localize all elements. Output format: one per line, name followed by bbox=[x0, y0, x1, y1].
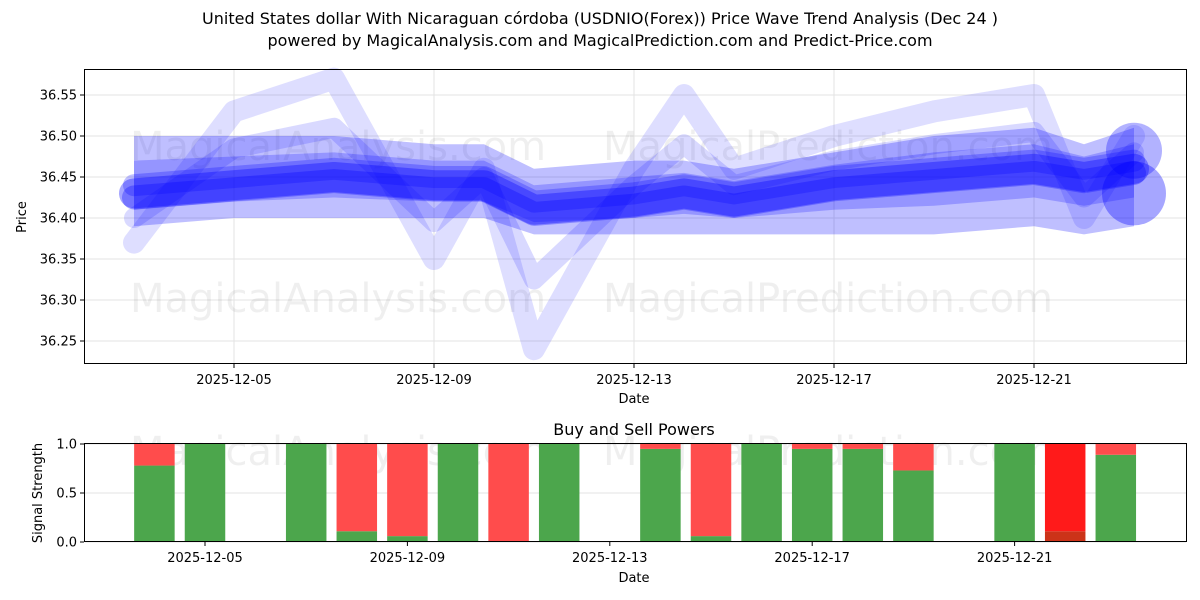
x-tick-label: 2025-12-13 bbox=[596, 373, 672, 388]
buy-sell-power-plot: Buy and Sell Powers MagicalAnalysis.comM… bbox=[31, 420, 1187, 586]
x-tick-label: 2025-12-17 bbox=[796, 373, 872, 388]
main-y-label: Price bbox=[15, 201, 30, 233]
y-tick-label: 36.40 bbox=[40, 212, 77, 227]
main-plot-frame bbox=[84, 69, 1187, 364]
signal-bar bbox=[336, 444, 378, 542]
sub-x-label: Date bbox=[618, 571, 649, 586]
main-watermarks: MagicalAnalysis.com MagicalAnalysis.com Ma… bbox=[130, 124, 1053, 322]
signal-bar bbox=[488, 444, 529, 542]
x-tick-label: 2025-12-13 bbox=[572, 551, 648, 566]
y-tick-label: 1.0 bbox=[56, 438, 77, 453]
chart-subtitle: powered by MagicalAnalysis.com and Magic… bbox=[267, 31, 933, 50]
signal-bar bbox=[690, 444, 732, 542]
signal-bar bbox=[538, 444, 580, 542]
x-tick-label: 2025-12-09 bbox=[370, 551, 446, 566]
sub-title: Buy and Sell Powers bbox=[553, 420, 715, 439]
y-tick-label: 0.5 bbox=[56, 487, 77, 502]
signal-bar bbox=[437, 444, 479, 542]
signal-bar bbox=[387, 444, 428, 542]
signal-bar bbox=[285, 444, 327, 542]
y-tick-label: 0.0 bbox=[56, 536, 77, 551]
y-tick-label: 36.55 bbox=[40, 89, 77, 104]
signal-bar bbox=[640, 444, 681, 542]
signal-bars bbox=[134, 444, 1137, 542]
y-tick-label: 36.30 bbox=[40, 294, 77, 309]
y-tick-label: 36.45 bbox=[40, 171, 77, 186]
svg-text:MagicalAnalysis.com: MagicalAnalysis.com bbox=[130, 276, 546, 322]
signal-bar bbox=[1095, 444, 1137, 542]
price-wave-plot: MagicalAnalysis.com MagicalAnalysis.com Ma… bbox=[15, 67, 1187, 407]
x-tick-label: 2025-12-21 bbox=[977, 551, 1053, 566]
signal-bar bbox=[791, 444, 833, 542]
svg-text:MagicalAnalysis.com: MagicalAnalysis.com bbox=[130, 124, 546, 170]
signal-bar bbox=[134, 444, 175, 542]
sub-y-label: Signal Strength bbox=[31, 443, 46, 543]
signal-bar bbox=[842, 444, 884, 542]
y-tick-label: 36.25 bbox=[40, 335, 77, 350]
signal-bar bbox=[1044, 444, 1086, 542]
sub-y-axis: 0.0 0.5 1.0 bbox=[56, 438, 84, 551]
x-tick-label: 2025-12-05 bbox=[196, 373, 272, 388]
main-x-label: Date bbox=[618, 392, 649, 407]
signal-bar bbox=[184, 444, 226, 542]
main-grid bbox=[85, 70, 1186, 363]
signal-bar bbox=[893, 444, 934, 542]
y-tick-label: 36.50 bbox=[40, 130, 77, 145]
x-tick-label: 2025-12-09 bbox=[396, 373, 472, 388]
signal-bar bbox=[994, 444, 1035, 542]
chart-title: United States dollar With Nicaraguan cór… bbox=[202, 9, 998, 28]
x-tick-label: 2025-12-17 bbox=[774, 551, 850, 566]
wave-bands bbox=[119, 67, 1166, 361]
svg-text:MagicalPrediction.com: MagicalPrediction.com bbox=[603, 124, 1053, 170]
x-tick-label: 2025-12-21 bbox=[996, 373, 1072, 388]
x-tick-label: 2025-12-05 bbox=[167, 551, 243, 566]
signal-bar bbox=[741, 444, 782, 542]
svg-text:MagicalPrediction.com: MagicalPrediction.com bbox=[603, 276, 1053, 322]
sub-plot-frame bbox=[84, 443, 1187, 542]
main-y-axis: 36.25 36.30 36.35 36.40 36.45 36.50 36.55 bbox=[40, 89, 84, 350]
y-tick-label: 36.35 bbox=[40, 253, 77, 268]
main-x-axis: 2025-12-05 2025-12-09 2025-12-13 2025-12-17… bbox=[196, 364, 1072, 388]
sub-x-axis: 2025-12-05 2025-12-09 2025-12-13 2025-12-17… bbox=[167, 542, 1052, 566]
